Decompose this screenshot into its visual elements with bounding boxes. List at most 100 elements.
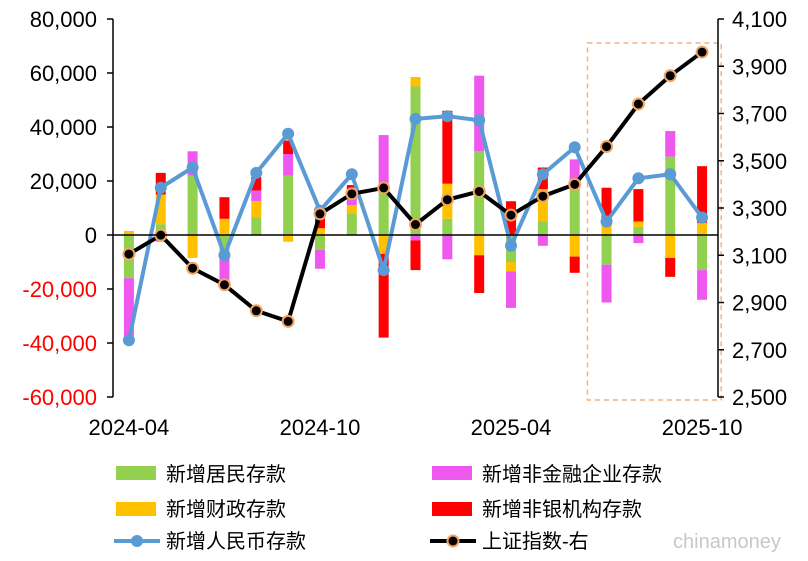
left-tick-label--20000: -20,000 bbox=[22, 277, 97, 302]
point-rmb-2024-11 bbox=[345, 168, 358, 181]
bar-3-2024-07 bbox=[219, 251, 230, 284]
point-sse-2025-06 bbox=[568, 177, 582, 191]
legend-swatch-fiscal-deposits bbox=[116, 502, 156, 516]
bar-2-2024-06 bbox=[187, 235, 198, 258]
bar-4-2024-11 bbox=[346, 185, 357, 190]
legend-label-sse-index: 上证指数-右 bbox=[482, 530, 589, 553]
point-sse-2025-07 bbox=[600, 140, 614, 154]
legend-label-nonbank-deposits: 新增非银机构存款 bbox=[482, 498, 642, 521]
right-tick-label-2500: 2,500 bbox=[732, 385, 787, 410]
point-rmb-2025-01 bbox=[409, 112, 422, 125]
x-tick-label-2024-10: 2024-10 bbox=[280, 415, 361, 440]
bar-1-2025-06 bbox=[569, 181, 580, 235]
watermark: chinamoney bbox=[673, 531, 781, 553]
legend-swatch-resident-deposits bbox=[116, 466, 156, 480]
bar-2-2025-07 bbox=[601, 225, 612, 235]
point-sse-2024-09 bbox=[281, 314, 295, 328]
point-rmb-2025-05 bbox=[536, 168, 549, 181]
bar-2-2024-09 bbox=[283, 235, 294, 242]
bar-2-2025-06 bbox=[569, 235, 580, 257]
legend-label-rmb-deposits: 新增人民币存款 bbox=[166, 530, 306, 553]
point-sse-2024-12 bbox=[377, 181, 391, 195]
point-rmb-2024-12 bbox=[377, 264, 390, 277]
point-rmb-2025-08 bbox=[632, 172, 645, 185]
bar-1-2024-09 bbox=[283, 175, 294, 235]
point-rmb-2025-02 bbox=[441, 110, 454, 123]
bar-2-2024-11 bbox=[346, 205, 357, 214]
right-tick-label-3300: 3,300 bbox=[732, 196, 787, 221]
bar-3-2025-05 bbox=[537, 235, 548, 246]
bar-3-2025-04 bbox=[506, 271, 517, 308]
bar-4-2025-10 bbox=[697, 166, 708, 223]
point-sse-2025-04 bbox=[504, 208, 518, 222]
bar-3-2025-06 bbox=[569, 159, 580, 181]
bar-3-2024-04 bbox=[123, 278, 134, 338]
right-tick-label-3700: 3,700 bbox=[732, 102, 787, 127]
legend-label-corporate-deposits: 新增非金融企业存款 bbox=[482, 463, 662, 486]
point-rmb-2025-04 bbox=[505, 239, 518, 252]
bar-1-2024-08 bbox=[251, 217, 262, 235]
bar-2-2025-10 bbox=[697, 222, 708, 235]
point-sse-2025-08 bbox=[631, 97, 645, 111]
legend-marker-rmb-deposits bbox=[131, 535, 143, 547]
bar-1-2025-10 bbox=[697, 235, 708, 271]
right-tick-label-3100: 3,100 bbox=[732, 243, 787, 268]
bar-2-2024-10 bbox=[314, 228, 325, 235]
bar-3-2024-09 bbox=[283, 154, 294, 176]
left-tick-label-60000: 60,000 bbox=[30, 61, 97, 86]
left-tick-label--40000: -40,000 bbox=[22, 331, 97, 356]
bar-1-2024-07 bbox=[219, 235, 230, 252]
left-tick-label-80000: 80,000 bbox=[30, 7, 97, 32]
point-rmb-2024-06 bbox=[186, 161, 199, 174]
bar-4-2025-03 bbox=[474, 255, 485, 294]
right-tick-label-3500: 3,500 bbox=[732, 149, 787, 174]
point-sse-2024-10 bbox=[313, 207, 327, 221]
point-sse-2025-02 bbox=[440, 193, 454, 207]
x-tick-label-2024-04: 2024-04 bbox=[89, 415, 170, 440]
bar-1-2025-02 bbox=[442, 218, 453, 235]
x-tick-label-2025-10: 2025-10 bbox=[662, 415, 743, 440]
point-sse-2025-03 bbox=[472, 184, 486, 198]
point-rmb-2025-06 bbox=[568, 141, 581, 154]
highlight-box bbox=[586, 42, 722, 401]
bar-3-2025-10 bbox=[697, 270, 708, 300]
legend-swatch-corporate-deposits bbox=[432, 466, 472, 480]
point-sse-2025-05 bbox=[536, 189, 550, 203]
point-sse-2024-08 bbox=[249, 304, 263, 318]
bar-2-2025-04 bbox=[506, 262, 517, 272]
legend: 新增居民存款 新增非金融企业存款 新增财政存款 新增非银机构存款 新增人民币存款… bbox=[114, 463, 662, 553]
point-sse-2025-09 bbox=[663, 69, 677, 83]
bar-3-2025-02 bbox=[442, 235, 453, 260]
point-rmb-2024-09 bbox=[282, 127, 295, 140]
point-sse-2024-07 bbox=[217, 278, 231, 292]
lines-layer bbox=[122, 45, 709, 347]
legend-swatch-nonbank-deposits bbox=[432, 502, 472, 516]
point-sse-2024-04 bbox=[122, 247, 136, 261]
bar-3-2025-03 bbox=[474, 75, 485, 152]
bar-4-2024-12 bbox=[378, 253, 389, 338]
point-sse-2025-01 bbox=[409, 218, 422, 232]
bar-2-2025-01 bbox=[410, 77, 421, 87]
bar-4-2025-08 bbox=[633, 189, 644, 222]
bar-3-2024-12 bbox=[378, 135, 389, 184]
right-tick-label-4100: 4,100 bbox=[732, 7, 787, 32]
bar-4-2024-07 bbox=[219, 197, 230, 219]
bar-4-2025-01 bbox=[410, 240, 421, 271]
point-rmb-2024-04 bbox=[122, 334, 135, 347]
point-sse-2024-06 bbox=[186, 261, 200, 275]
bar-4-2024-08 bbox=[251, 176, 262, 191]
bar-2-2024-04 bbox=[123, 230, 134, 235]
point-rmb-2024-08 bbox=[250, 166, 263, 179]
bar-1-2025-08 bbox=[633, 226, 644, 235]
bar-2-2025-09 bbox=[665, 235, 676, 258]
point-rmb-2024-07 bbox=[218, 249, 231, 262]
bar-2-2024-05 bbox=[155, 194, 166, 225]
bar-1-2024-10 bbox=[314, 235, 325, 250]
bar-3-2024-08 bbox=[251, 190, 262, 202]
bar-4-2024-09 bbox=[283, 140, 294, 154]
bar-1-2025-05 bbox=[537, 221, 548, 235]
right-tick-label-3900: 3,900 bbox=[732, 54, 787, 79]
plot-frame bbox=[586, 42, 722, 401]
left-tick-label--60000: -60,000 bbox=[22, 385, 97, 410]
